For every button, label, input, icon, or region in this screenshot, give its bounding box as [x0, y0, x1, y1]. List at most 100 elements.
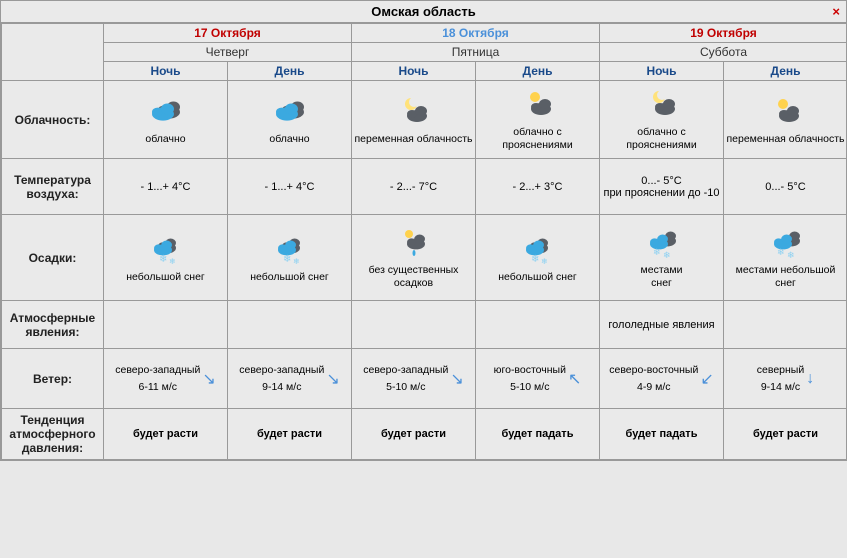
- data-cell: ❄❄небольшой снег: [476, 215, 600, 301]
- cell-text: гололедные явления: [602, 319, 721, 331]
- wind-speed: 9-14 м/с: [262, 381, 301, 394]
- svg-text:❄: ❄: [653, 247, 661, 257]
- date-cell: 19 Октября: [600, 24, 847, 43]
- cell-text: переменная облачность: [354, 133, 472, 146]
- data-cell: без существенных осадков: [352, 215, 476, 301]
- temperature-row: Температура воздуха: - 1...+ 4°C- 1...+ …: [2, 159, 847, 215]
- sun-cloud-dark-icon: [765, 94, 807, 130]
- cloudiness-label: Облачность:: [2, 81, 104, 159]
- wind-speed: 9-14 м/с: [761, 381, 800, 394]
- dayname-2: Суббота: [600, 43, 847, 62]
- date-1: 18 Октября: [442, 26, 509, 40]
- svg-text:❄: ❄: [787, 250, 795, 260]
- date-0: 17 Октября: [194, 26, 261, 40]
- temperature-label: Температура воздуха:: [2, 159, 104, 215]
- period-5: День: [724, 62, 847, 81]
- data-cell: ❄❄небольшой снег: [104, 215, 228, 301]
- cell-text: небольшой снег: [250, 271, 329, 284]
- data-cell: облачно с прояснениями: [600, 81, 724, 159]
- data-cell: ❄❄ небольшой снег: [228, 215, 352, 301]
- data-cell: будет расти: [724, 409, 847, 460]
- wind-direction: северо-западный: [363, 364, 448, 377]
- svg-text:❄: ❄: [541, 257, 548, 266]
- data-cell: гололедные явления: [600, 301, 724, 349]
- data-cell: будет падать: [476, 409, 600, 460]
- wind-arrow-icon: ↘: [202, 369, 215, 389]
- data-cell: переменная облачность: [352, 81, 476, 159]
- data-cell: - 1...+ 4°C: [228, 159, 352, 215]
- cell-text: будет расти: [230, 428, 349, 440]
- wind-cell: северо-западный6-11 м/с↘: [104, 349, 228, 409]
- svg-text:❄: ❄: [531, 254, 539, 265]
- pressure-label: Тенденция атмосферного давления:: [2, 409, 104, 460]
- wind-arrow-icon: ↘: [450, 369, 463, 389]
- moon-cloud-icon: [393, 94, 435, 130]
- period-4: Ночь: [600, 62, 724, 81]
- wind-direction: северный: [757, 364, 804, 377]
- dayname-1: Пятница: [352, 43, 600, 62]
- data-cell: [228, 301, 352, 349]
- data-cell: ❄❄ местами небольшой снег: [724, 215, 847, 301]
- period-1: День: [228, 62, 352, 81]
- cloudiness-row: Облачность: облачно облачно переменная обл…: [2, 81, 847, 159]
- data-cell: [104, 301, 228, 349]
- date-cell: 17 Октября: [104, 24, 352, 43]
- cell-text: будет расти: [726, 428, 845, 440]
- phenomena-label: Атмосферные явления:: [2, 301, 104, 349]
- cloud-snow-icon: ❄❄: [517, 232, 559, 268]
- data-cell: переменная облачность: [724, 81, 847, 159]
- data-cell: облачно: [104, 81, 228, 159]
- data-cell: - 2...- 7°C: [352, 159, 476, 215]
- data-cell: - 1...+ 4°C: [104, 159, 228, 215]
- period-2: Ночь: [352, 62, 476, 81]
- wind-direction: юго-восточный: [494, 364, 566, 377]
- sun-cloud-dark-icon: [517, 87, 559, 123]
- dayname-0: Четверг: [104, 43, 352, 62]
- cell-text: облачно с прояснениями: [602, 126, 721, 151]
- precipitation-label: Осадки:: [2, 215, 104, 301]
- wind-cell: северо-западный9-14 м/с↘: [228, 349, 352, 409]
- phenomena-row: Атмосферные явления: гололедные явления: [2, 301, 847, 349]
- cell-text: облачно: [145, 133, 185, 146]
- forecast-table: 17 Октября 18 Октября 19 Октября Четверг…: [1, 23, 847, 460]
- cell-text: - 1...+ 4°C: [106, 181, 225, 193]
- cell-text: местами небольшой снег: [726, 264, 845, 289]
- data-cell: ❄❄местамиснег: [600, 215, 724, 301]
- data-cell: [352, 301, 476, 349]
- region-title: Омская область: [371, 4, 475, 19]
- cell-text: - 2...- 7°C: [354, 181, 473, 193]
- svg-text:❄: ❄: [283, 254, 291, 265]
- data-cell: облачно с прояснениями: [476, 81, 600, 159]
- sun-cloud-rain-icon: [393, 225, 435, 261]
- moon-cloud-icon: [641, 87, 683, 123]
- dayname-row: Четверг Пятница Суббота: [2, 43, 847, 62]
- data-cell: облачно: [228, 81, 352, 159]
- wind-arrow-icon: ↓: [806, 370, 814, 388]
- svg-text:❄: ❄: [169, 257, 176, 266]
- data-cell: будет расти: [352, 409, 476, 460]
- svg-text:❄: ❄: [159, 254, 167, 265]
- svg-text:❄: ❄: [777, 247, 785, 257]
- wind-speed: 4-9 м/с: [637, 381, 670, 394]
- cell-text: без существенных осадков: [354, 264, 473, 289]
- data-cell: [724, 301, 847, 349]
- cell-text: будет падать: [478, 428, 597, 440]
- close-icon[interactable]: ×: [832, 4, 840, 19]
- wind-speed: 5-10 м/с: [510, 381, 549, 394]
- svg-text:❄: ❄: [293, 257, 300, 266]
- cell-text: облачно: [269, 133, 309, 146]
- wind-label: Ветер:: [2, 349, 104, 409]
- period-0: Ночь: [104, 62, 228, 81]
- period-3: День: [476, 62, 600, 81]
- cloud-snow-icon: ❄❄: [269, 232, 311, 268]
- data-cell: [476, 301, 600, 349]
- wind-row: Ветер: северо-западный6-11 м/с↘северо-за…: [2, 349, 847, 409]
- cell-text: облачно с прояснениями: [478, 126, 597, 151]
- precipitation-row: Осадки: ❄❄небольшой снег❄❄небольшой снег…: [2, 215, 847, 301]
- clouds-snow-icon: ❄❄: [765, 225, 807, 261]
- wind-direction: северо-восточный: [609, 364, 698, 377]
- data-cell: - 2...+ 3°C: [476, 159, 600, 215]
- cell-text: будет расти: [106, 428, 225, 440]
- period-row: Ночь День Ночь День Ночь День: [2, 62, 847, 81]
- wind-cell: юго-восточный5-10 м/с↖: [476, 349, 600, 409]
